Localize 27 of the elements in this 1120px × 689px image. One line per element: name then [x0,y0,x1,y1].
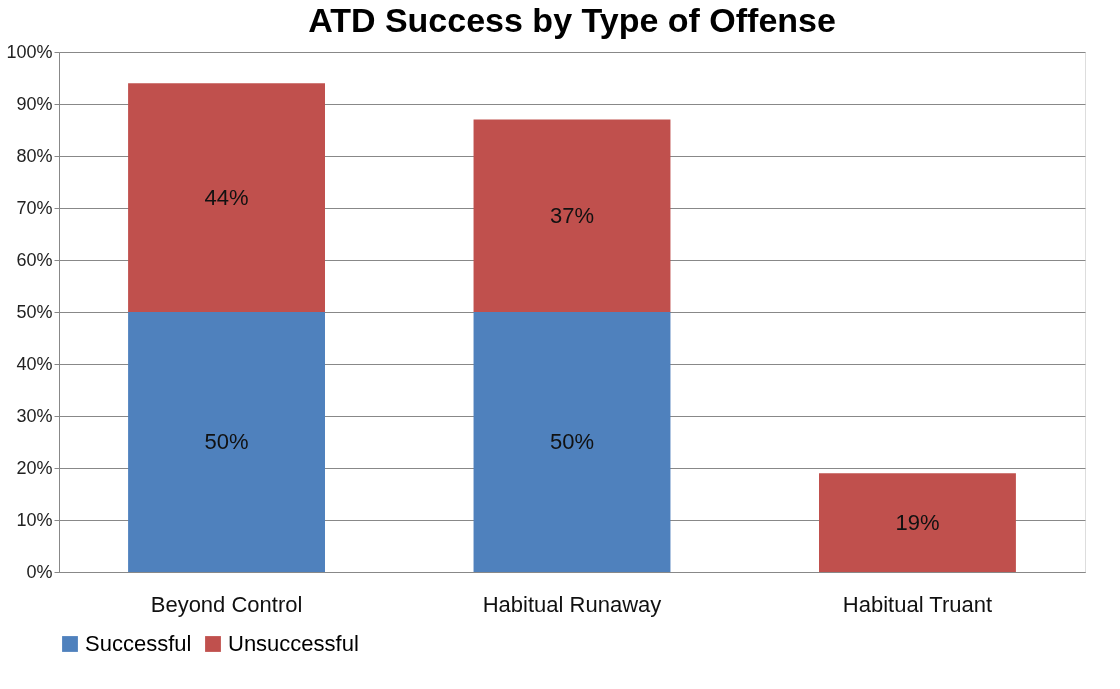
bar [819,473,1016,572]
y-tick-label: 10% [16,509,53,530]
data-label: 50% [204,429,249,454]
chart-title: ATD Success by Type of Offense [308,1,836,39]
y-tick-label: 20% [16,457,53,478]
data-label: 37% [549,202,595,228]
y-tick-label: 50% [16,301,53,322]
x-tick-label: Beyond Control [150,591,303,617]
x-tick-label: Habitual Truant [842,591,993,617]
bar [473,119,671,312]
bar [473,312,671,572]
bar [128,83,325,312]
y-tick-label: 40% [16,353,53,374]
y-tick-label: 60% [16,249,53,270]
bar [128,312,325,572]
data-label: 44% [204,184,249,210]
y-tick-label: 0% [26,561,53,582]
y-tick-label: 100% [6,41,53,62]
data-label: 50% [549,429,595,454]
legend-label: Successful [85,631,192,656]
y-tick-label: 90% [16,93,53,114]
y-tick-label: 70% [16,197,53,218]
y-tick-label: 80% [16,145,53,166]
x-tick-label: Habitual Runaway [482,591,662,617]
y-tick-label: 30% [16,405,53,426]
legend-label: Unsuccessful [228,631,359,656]
data-label: 19% [895,509,940,535]
